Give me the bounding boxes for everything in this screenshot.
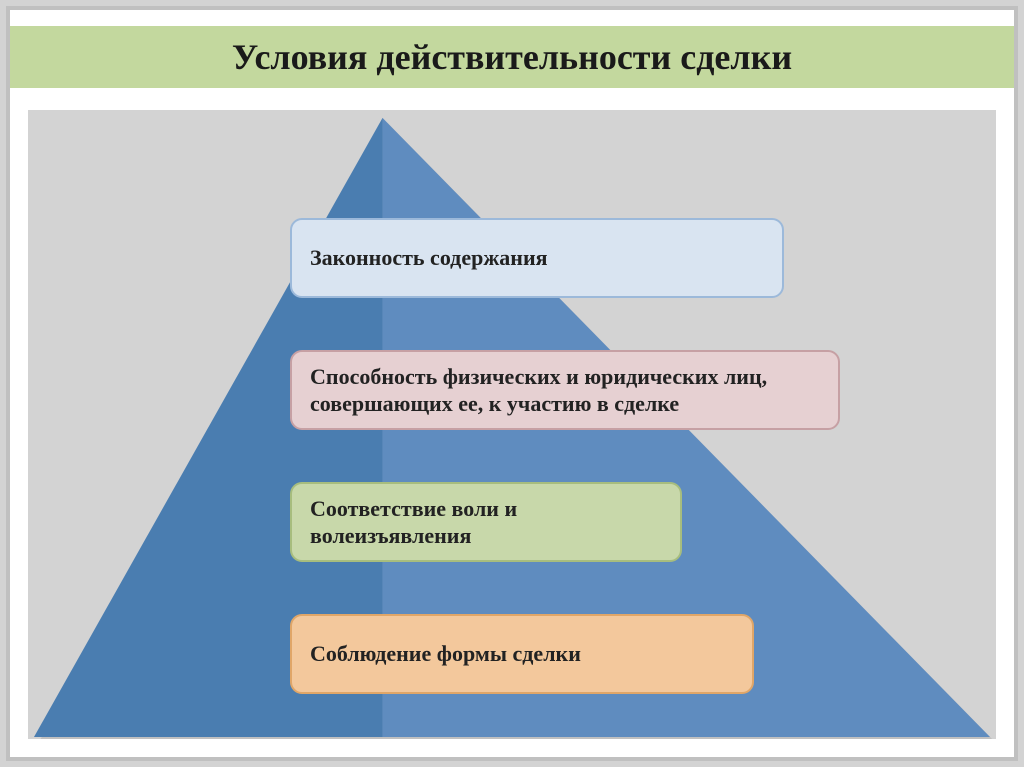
title-bar: Условия действительности сделки	[10, 26, 1014, 88]
pyramid-level-label: Соблюдение формы сделки	[310, 640, 581, 668]
pyramid-level-4: Соблюдение формы сделки	[290, 614, 754, 694]
pyramid-level-3: Соответствие воли и волеизъявления	[290, 482, 682, 562]
slide-root: Условия действительности сделки Законнос…	[0, 0, 1024, 767]
pyramid-level-2: Способность физических и юридических лиц…	[290, 350, 840, 430]
pyramid-level-1: Законность содержания	[290, 218, 784, 298]
slide-inner: Условия действительности сделки Законнос…	[6, 6, 1018, 761]
content-area: Законность содержания Способность физичес…	[28, 110, 996, 739]
pyramid-levels: Законность содержания Способность физичес…	[28, 110, 996, 739]
pyramid-level-label: Способность физических и юридических лиц…	[310, 363, 820, 418]
pyramid-level-label: Законность содержания	[310, 244, 548, 272]
slide-title: Условия действительности сделки	[232, 36, 792, 78]
pyramid-level-label: Соответствие воли и волеизъявления	[310, 495, 662, 550]
